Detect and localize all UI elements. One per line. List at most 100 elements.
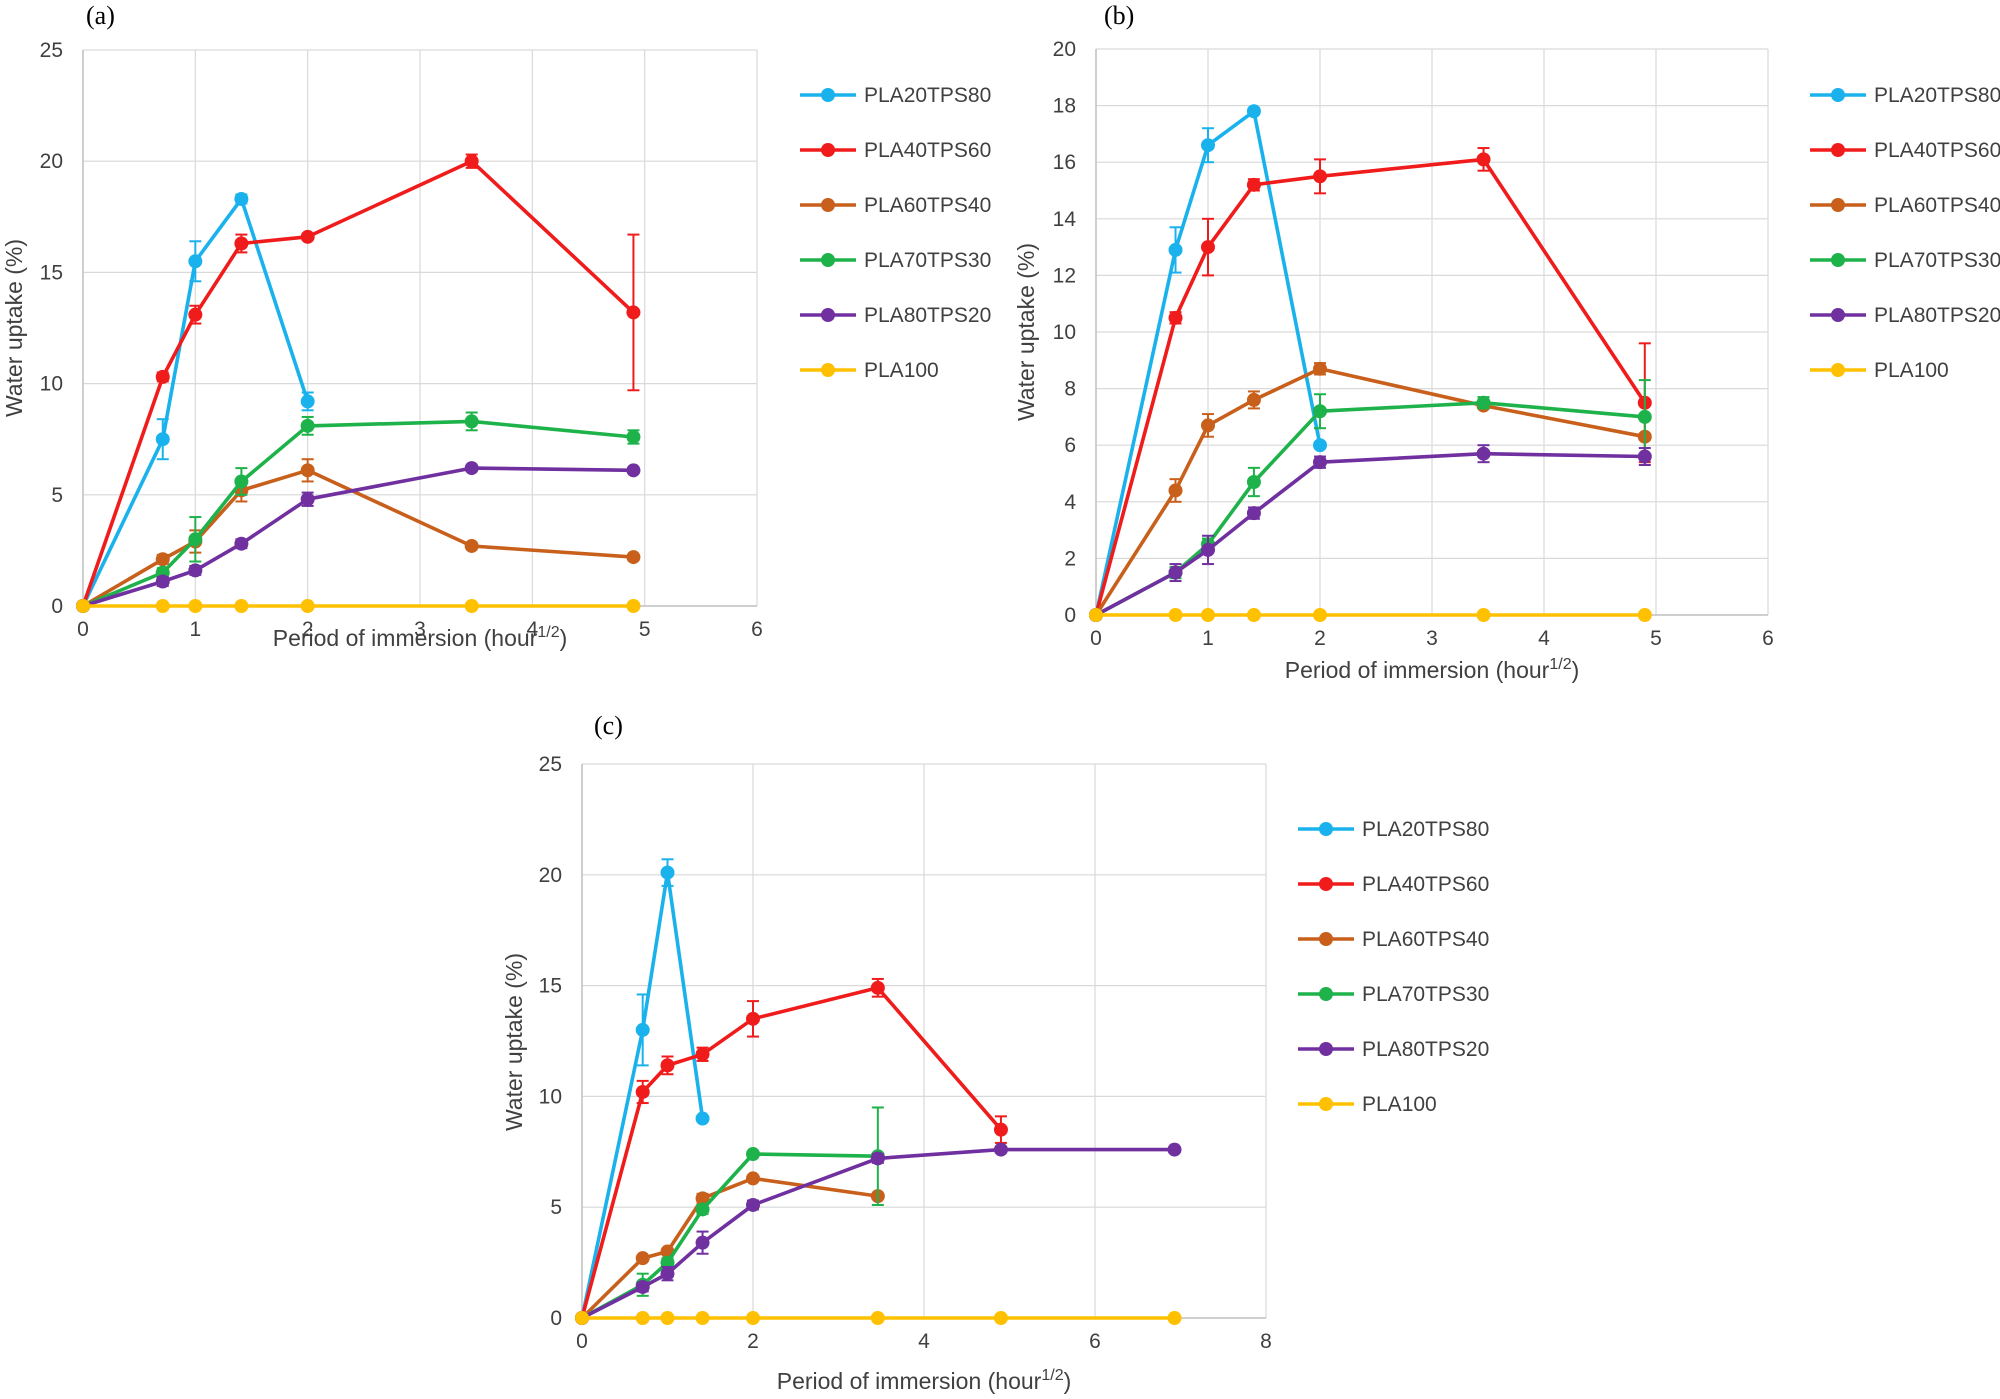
legend-label: PLA20TPS80 [1874,84,2000,107]
legend-label: PLA60TPS40 [1362,928,1489,951]
x-tick-label: 1 [1202,627,1214,650]
legend-item: PLA40TPS60 [1298,873,1489,896]
data-point [464,414,479,429]
data-point [1089,608,1103,622]
legend-label: PLA100 [1874,359,1949,382]
data-point [746,1147,760,1162]
legend-label: PLA80TPS20 [1874,304,2000,327]
legend-item: PLA20TPS80 [1810,84,2000,107]
legend-marker [821,253,835,267]
panel-label: (b) [1104,1,1134,30]
y-tick-label: 18 [1053,95,1076,118]
series-line [1095,400,1645,617]
legend-item: PLA70TPS30 [1298,983,1489,1006]
legend-item: PLA70TPS30 [1810,249,2000,272]
series-PLA60TPS40 [575,1171,885,1325]
y-tick-label: 8 [1064,378,1076,401]
series-PLA40TPS60 [575,977,1008,1325]
legend-marker [1319,932,1333,946]
data-point [1476,152,1491,167]
data-point [155,552,170,567]
data-point [234,599,249,613]
series-PLA100 [1089,608,1652,622]
data-point [234,536,249,551]
y-tick-label: 25 [40,39,63,62]
y-tick-label: 6 [1064,434,1076,457]
data-point [155,369,170,384]
legend-item: PLA100 [1298,1093,1437,1116]
data-point [626,550,641,565]
legend-marker [1831,253,1845,267]
y-tick-label: 5 [550,1196,562,1219]
data-point [1246,608,1261,622]
legend-item: PLA20TPS80 [800,84,991,107]
chart-panel-c: (c) 0 2 4 6 8 0 5 10 15 20 25 Water uptake (%) Period… [501,711,1489,1394]
data-point [1168,310,1183,325]
data-point [1201,138,1215,153]
data-point [188,254,203,269]
data-point [626,305,641,320]
legend-marker [821,363,835,377]
legend-marker [821,88,835,102]
data-point [1246,104,1261,119]
data-point [993,1142,1008,1157]
data-point [1201,542,1215,557]
data-point [1168,565,1183,580]
data-point [635,1311,650,1325]
data-point [1168,608,1183,622]
data-point [1637,409,1652,424]
legend-label: PLA80TPS20 [864,304,991,327]
data-point [234,192,249,207]
panel-label: (c) [594,711,623,740]
data-point [660,865,675,880]
data-point [1476,446,1491,461]
data-point [1167,1311,1182,1325]
legend: PLA20TPS80 PLA40TPS60 PLA60TPS40 PLA70TPS30… [1298,818,1489,1116]
x-tick-label: 6 [1089,1330,1101,1353]
x-tick-label: 6 [1762,627,1774,650]
data-point [464,599,479,613]
series-line [1095,451,1645,617]
legend-label: PLA70TPS30 [864,249,991,272]
data-point [993,1122,1008,1137]
data-point [1476,608,1491,622]
x-tick-label: 5 [639,618,651,641]
y-tick-label: 20 [539,864,562,887]
data-point [870,1311,885,1325]
data-point [746,1197,760,1212]
legend-marker [1831,143,1845,157]
data-point [188,563,203,578]
legend-label: PLA70TPS30 [1874,249,2000,272]
data-point [1313,438,1327,453]
data-point [993,1311,1008,1325]
data-point [464,538,479,553]
x-tick-label: 0 [1090,627,1102,650]
data-point [1313,169,1327,184]
data-point [1313,608,1327,622]
x-tick-label: 8 [1260,1330,1272,1353]
x-tick-label: 6 [751,618,763,641]
data-point [575,1311,589,1325]
x-tick-label: 2 [747,1330,759,1353]
data-point [660,1058,675,1073]
y-axis-title: Water uptake (%) [1,239,27,417]
legend-marker [1319,822,1333,836]
data-point [1201,418,1215,433]
data-point [1167,1142,1182,1157]
y-tick-label: 2 [1064,547,1076,570]
series-PLA80TPS20 [1089,444,1652,622]
legend-item: PLA80TPS20 [1298,1038,1489,1061]
y-tick-label: 0 [550,1307,562,1330]
legend-item: PLA40TPS60 [1810,139,2000,162]
data-point [635,1022,650,1037]
data-point [188,532,203,547]
data-point [1637,608,1652,622]
y-axis-title: Water uptake (%) [1013,243,1039,421]
data-point [1168,242,1183,257]
series-PLA60TPS40 [76,458,641,613]
legend-label: PLA20TPS80 [864,84,991,107]
data-point [76,599,90,613]
x-axis-title: Period of immersion (hour1/2) [777,1367,1072,1394]
data-point [188,307,203,322]
legend-marker [1319,1042,1333,1056]
